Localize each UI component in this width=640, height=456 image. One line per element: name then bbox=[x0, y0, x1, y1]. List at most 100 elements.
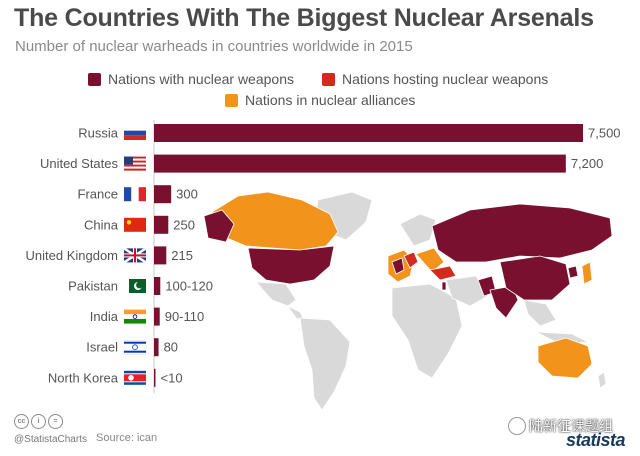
bar-series: Russia 7,500 United States 7,200 France 300 Ch… bbox=[26, 120, 621, 394]
chart-subtitle: Number of nuclear warheads in countries … bbox=[15, 38, 413, 55]
map-mexico bbox=[255, 281, 297, 307]
legend-label: Nations hosting nuclear weapons bbox=[342, 71, 549, 87]
flag-chakra bbox=[132, 314, 138, 319]
bar-pakistan bbox=[154, 277, 161, 295]
legend-label: Nations with nuclear weapons bbox=[108, 71, 294, 87]
flag-stripe bbox=[124, 314, 146, 319]
flag-stripe bbox=[124, 156, 146, 159]
flag-star bbox=[126, 220, 132, 225]
map-south-america bbox=[299, 317, 351, 411]
data-label: 100-120 bbox=[165, 279, 213, 294]
bar-china bbox=[154, 215, 169, 234]
pakistan-flag bbox=[124, 279, 146, 293]
statista-logo: statista bbox=[566, 430, 626, 450]
flag-star bbox=[132, 344, 138, 351]
flag-stripe bbox=[124, 160, 146, 163]
flag-stripe bbox=[138, 187, 146, 202]
flag-stripe bbox=[124, 162, 146, 165]
israel-flag bbox=[123, 339, 147, 355]
map-africa bbox=[391, 283, 463, 379]
category-label: Israel bbox=[86, 340, 118, 355]
watermark: 陆新征课题组 bbox=[508, 416, 613, 436]
flag-stripe bbox=[124, 126, 146, 131]
india-flag bbox=[124, 309, 146, 324]
bar-north-korea bbox=[154, 368, 156, 387]
flag-stripe bbox=[124, 309, 146, 315]
bar-france bbox=[154, 185, 172, 204]
category-label: India bbox=[90, 309, 119, 324]
category-label: China bbox=[84, 217, 119, 232]
map-russia bbox=[431, 203, 613, 263]
france-flag bbox=[124, 187, 146, 202]
license-icons: cc i = bbox=[14, 414, 63, 429]
map-north-korea bbox=[567, 265, 579, 279]
flag-stripe bbox=[124, 341, 146, 344]
chart-title: The Countries With The Biggest Nuclear A… bbox=[14, 4, 594, 32]
cc-icon: cc bbox=[14, 414, 29, 429]
china-flag bbox=[124, 217, 146, 232]
flag-stripe bbox=[124, 166, 146, 169]
map-israel bbox=[441, 281, 447, 291]
data-label: 7,500 bbox=[588, 126, 621, 141]
world-map bbox=[203, 191, 613, 411]
flag-field bbox=[124, 217, 146, 232]
bar-united-states bbox=[154, 154, 566, 173]
flag-stripe bbox=[124, 130, 146, 136]
map-southeast-asia bbox=[523, 299, 557, 327]
flag-crescent bbox=[136, 281, 143, 289]
map-china bbox=[499, 255, 571, 301]
bar-russia bbox=[154, 124, 583, 142]
flag-stripe bbox=[124, 279, 129, 293]
map-europe-east bbox=[415, 247, 445, 273]
map-canada bbox=[211, 191, 339, 251]
map-france-uk bbox=[391, 257, 405, 275]
flag-stripe bbox=[124, 374, 146, 382]
legend-swatch bbox=[225, 93, 238, 107]
data-label: 300 bbox=[176, 187, 198, 202]
data-label: 215 bbox=[171, 248, 193, 263]
usa-flag bbox=[124, 156, 146, 171]
category-label: United States bbox=[40, 156, 119, 171]
flag-disc bbox=[128, 375, 134, 381]
watermark-text: 陆新征课题组 bbox=[529, 418, 613, 434]
legend-swatch bbox=[88, 72, 101, 86]
data-label: 7,200 bbox=[571, 156, 604, 171]
data-label: 80 bbox=[164, 340, 178, 355]
data-label: 90-110 bbox=[165, 309, 205, 324]
flag-stripe bbox=[124, 350, 146, 353]
north-korea-flag bbox=[124, 370, 146, 385]
bar-israel bbox=[154, 338, 159, 357]
flag-canton bbox=[124, 156, 133, 165]
no-derivatives-icon: = bbox=[48, 414, 63, 429]
map-australia bbox=[537, 337, 593, 379]
attribution-icon: i bbox=[31, 414, 46, 429]
category-label: United Kingdom bbox=[26, 248, 119, 263]
source-note: Source: ican bbox=[96, 432, 158, 444]
wechat-icon bbox=[508, 417, 526, 435]
category-label: Russia bbox=[78, 126, 119, 141]
map-new-zealand bbox=[597, 371, 607, 389]
map-middle-east bbox=[445, 275, 489, 307]
data-label: <10 bbox=[161, 370, 183, 385]
map-usa bbox=[247, 245, 335, 285]
legend-item-hosting-weapons: Nations hosting nuclear weapons bbox=[322, 71, 548, 87]
map-turkey bbox=[429, 265, 457, 281]
flag-stripe bbox=[124, 158, 146, 161]
map-japan bbox=[581, 261, 593, 285]
flag-stripe bbox=[124, 318, 146, 324]
russia-flag bbox=[124, 126, 146, 140]
legend-swatch bbox=[322, 72, 335, 86]
flag-stripe bbox=[124, 135, 146, 140]
map-europe-north bbox=[399, 213, 437, 247]
bar-united-kingdom bbox=[154, 246, 167, 265]
legend-label: Nations in nuclear alliances bbox=[245, 92, 416, 108]
category-label: North Korea bbox=[48, 370, 119, 385]
flag-stripe bbox=[131, 187, 139, 202]
data-label: 250 bbox=[173, 217, 195, 232]
category-label: France bbox=[78, 187, 118, 202]
map-europe-host bbox=[403, 251, 419, 269]
map-alaska bbox=[203, 209, 235, 243]
legend-item-nuclear-weapons: Nations with nuclear weapons bbox=[88, 71, 294, 87]
